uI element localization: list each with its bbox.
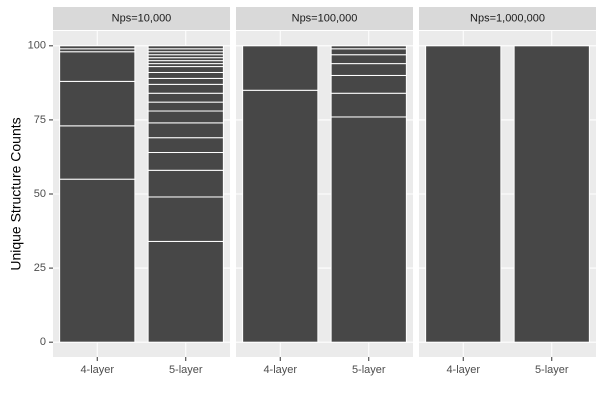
bar-segment [513, 45, 590, 343]
strip [419, 7, 596, 30]
bar-segment [147, 66, 224, 73]
facet-title: Nps=1,000,000 [470, 12, 545, 24]
bar-segment [147, 77, 224, 85]
bar-segment [147, 71, 224, 79]
strip [53, 7, 230, 30]
bar-segment [147, 196, 224, 242]
bar-segment [330, 116, 407, 343]
bar-segment [59, 178, 136, 343]
bar-segment [330, 45, 407, 50]
x-tick-label: 4-layer [446, 364, 480, 376]
bar-segment [425, 45, 502, 343]
bar-segment [330, 92, 407, 118]
bar-segment [147, 122, 224, 139]
x-tick-label: 5-layer [352, 364, 386, 376]
facet-title: Nps=10,000 [112, 12, 172, 24]
y-tick-label: 75 [34, 114, 46, 126]
bar-segment [147, 83, 224, 94]
bar-segment [147, 169, 224, 198]
bar-segment [147, 101, 224, 112]
bar-segment [147, 45, 224, 50]
strip [236, 7, 413, 30]
bar-segment [59, 125, 136, 180]
y-tick-label: 25 [34, 262, 46, 274]
y-tick-label: 100 [28, 40, 46, 52]
bar-segment [330, 54, 407, 65]
y-tick-label: 50 [34, 188, 46, 200]
y-axis-label: Unique Structure Counts [8, 117, 24, 270]
x-tick-label: 5-layer [169, 364, 203, 376]
x-tick-label: 5-layer [535, 364, 569, 376]
bar-segment [147, 110, 224, 124]
facet-title: Nps=100,000 [292, 12, 358, 24]
bar-segment [242, 45, 319, 91]
y-tick-label: 0 [40, 336, 46, 348]
bar-segment [147, 152, 224, 171]
bar-segment [59, 80, 136, 127]
bar-segment [147, 137, 224, 154]
bar-segment [330, 63, 407, 76]
bar-segment [147, 240, 224, 343]
bar-segment [330, 48, 407, 56]
bar-segment [330, 74, 407, 94]
bar-segment [242, 89, 319, 343]
bar-segment [59, 51, 136, 82]
bar-segment [59, 45, 136, 50]
bar-segment [147, 92, 224, 103]
x-tick-label: 4-layer [263, 364, 297, 376]
x-tick-label: 4-layer [80, 364, 114, 376]
